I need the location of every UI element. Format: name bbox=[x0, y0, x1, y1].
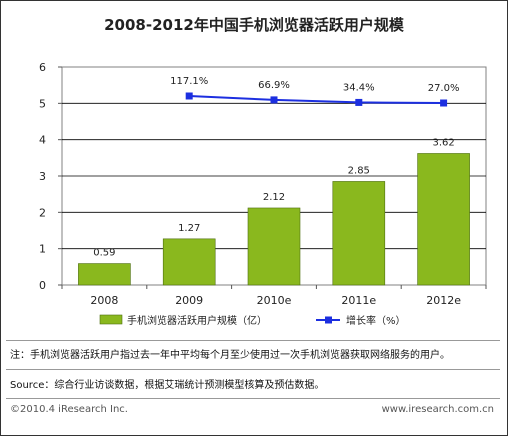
x-tick-label: 2009 bbox=[175, 294, 203, 307]
growth-value-label: 117.1% bbox=[170, 76, 208, 87]
chart-svg: 0 1 2 3 4 5 6 2008 2009 2010e 2011e 2012e 0.59 1.27 2.… bbox=[39, 61, 487, 327]
chart-title: 2008-2012年中国手机浏览器活跃用户规模 bbox=[104, 16, 404, 34]
y-tick-label: 5 bbox=[39, 97, 46, 110]
bar-value-label: 3.62 bbox=[432, 137, 454, 148]
y-tick-label: 2 bbox=[39, 206, 46, 219]
source-text: Source：综合行业访谈数据，根据艾瑞统计预测模型核算及预估数据。 bbox=[10, 380, 325, 391]
y-tick-label: 6 bbox=[39, 61, 46, 74]
separator-line bbox=[6, 340, 500, 341]
x-tick-label: 2012e bbox=[426, 294, 461, 307]
bar bbox=[78, 263, 131, 286]
growth-value-label: 34.4% bbox=[343, 82, 375, 93]
bar-value-label: 2.85 bbox=[348, 165, 370, 176]
website-text: www.iresearch.com.cn bbox=[381, 404, 494, 415]
bar bbox=[417, 153, 470, 286]
bar-value-label: 0.59 bbox=[93, 248, 115, 259]
growth-value-label: 27.0% bbox=[428, 83, 460, 94]
x-tick-label: 2008 bbox=[90, 294, 118, 307]
y-tick-label: 0 bbox=[39, 279, 46, 292]
legend-label-line: 增长率（%） bbox=[346, 314, 406, 327]
growth-point bbox=[355, 98, 363, 106]
bar bbox=[332, 181, 386, 286]
separator-line bbox=[6, 369, 500, 370]
x-tick-label: 2010e bbox=[257, 294, 292, 307]
growth-value-label: 66.9% bbox=[258, 80, 290, 91]
y-tick-label: 3 bbox=[39, 170, 46, 183]
bar-value-label: 1.27 bbox=[178, 223, 200, 234]
y-tick-label: 1 bbox=[39, 243, 46, 256]
legend-swatch-marker bbox=[325, 316, 332, 324]
growth-line bbox=[189, 95, 444, 104]
x-tick-label: 2011e bbox=[341, 294, 376, 307]
bar bbox=[162, 238, 216, 286]
bar bbox=[247, 207, 301, 286]
footnote-text: 注：手机浏览器活跃用户指过去一年中平均每个月至少使用过一次手机浏览器获取网络服务… bbox=[10, 350, 450, 361]
growth-point bbox=[440, 99, 448, 107]
growth-point bbox=[185, 92, 193, 100]
copyright-text: ©2010.4 iResearch Inc. bbox=[10, 404, 128, 415]
legend-label-bar: 手机浏览器活跃用户规模（亿） bbox=[127, 314, 267, 327]
y-tick-label: 4 bbox=[39, 134, 46, 147]
bar-value-label: 2.12 bbox=[263, 192, 285, 203]
separator-line bbox=[6, 398, 500, 399]
growth-point bbox=[270, 96, 278, 104]
legend-swatch-bar bbox=[99, 314, 123, 325]
